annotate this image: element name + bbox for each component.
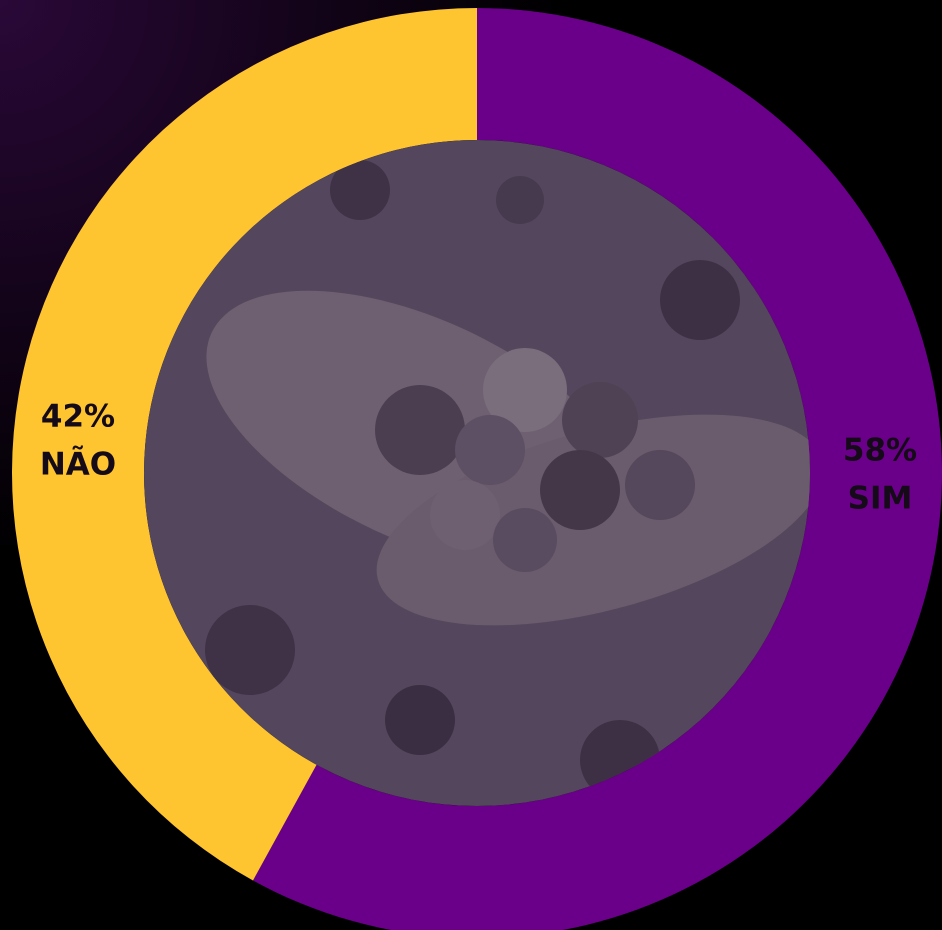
category-label: NÃO bbox=[40, 446, 116, 483]
value-label: 42% bbox=[41, 399, 115, 435]
donut bbox=[11, 8, 942, 930]
donut-segment bbox=[11, 8, 477, 881]
donut-segment bbox=[252, 8, 942, 930]
value-label: 58% bbox=[843, 433, 917, 469]
center-photo bbox=[144, 140, 810, 806]
category-label: SIM bbox=[848, 481, 913, 517]
